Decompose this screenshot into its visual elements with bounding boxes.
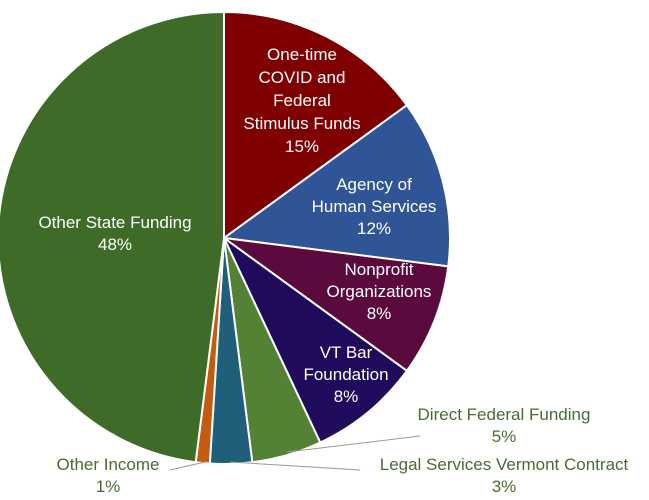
slice-percent: 15% — [285, 137, 319, 156]
pie-slice-one-time-covid-and-federal-stimulus-funds — [223, 10, 409, 240]
pie-slice-nonprofit-organizations — [223, 237, 450, 373]
slice-label-other-state-funding: Other State Funding 48% — [38, 213, 191, 254]
slice-label-other-income: Other Income 1% — [57, 455, 160, 496]
slice-label-line: One-time — [267, 45, 337, 64]
slice-label-one-time-covid-and-federal-stimulus-funds: One-time COVID and Federal Stimulus Funds 15… — [243, 45, 360, 156]
slice-percent: 1% — [96, 477, 121, 496]
pie-slice-vt-bar-foundation — [223, 237, 409, 444]
slice-percent: 5% — [492, 427, 517, 446]
slice-label-line: VT Bar — [320, 343, 373, 362]
slice-label-nonprofit-organizations: Nonprofit Organizations 8% — [327, 260, 432, 323]
leader-line-legal-services-vermont-contract — [229, 461, 361, 471]
slice-label-direct-federal-funding: Direct Federal Funding 5% — [418, 405, 591, 446]
slice-label-line: Other Income — [57, 455, 160, 474]
slice-label-line: COVID and — [259, 68, 346, 87]
slice-percent: 8% — [367, 304, 392, 323]
slice-percent: 8% — [334, 387, 359, 406]
slice-label-line: Foundation — [303, 365, 388, 384]
slice-label-line: Legal Services Vermont Contract — [380, 455, 629, 474]
leader-line-direct-federal-funding — [286, 435, 421, 453]
slice-percent: 48% — [98, 235, 132, 254]
slice-label-vt-bar-foundation: VT Bar Foundation 8% — [303, 343, 388, 406]
slice-label-line: Agency of — [336, 175, 412, 194]
slice-label-line: Direct Federal Funding — [418, 405, 591, 424]
slice-label-line: Nonprofit — [345, 260, 414, 279]
leader-line-other-income — [169, 461, 206, 471]
pie-slice-agency-of-human-services — [221, 103, 451, 268]
pie-slice-other-state-funding — [0, 10, 225, 464]
slice-label-line: Organizations — [327, 282, 432, 301]
slice-label-line: Federal — [273, 91, 331, 110]
slice-percent: 3% — [492, 477, 517, 496]
slice-label-agency-of-human-services: Agency of Human Services 12% — [312, 175, 437, 238]
slice-label-line: Stimulus Funds — [243, 114, 360, 133]
slice-label-line: Other State Funding — [38, 213, 191, 232]
slice-label-line: Human Services — [312, 197, 437, 216]
slice-label-legal-services-vermont-contract: Legal Services Vermont Contract 3% — [380, 455, 629, 496]
slice-percent: 12% — [357, 219, 391, 238]
